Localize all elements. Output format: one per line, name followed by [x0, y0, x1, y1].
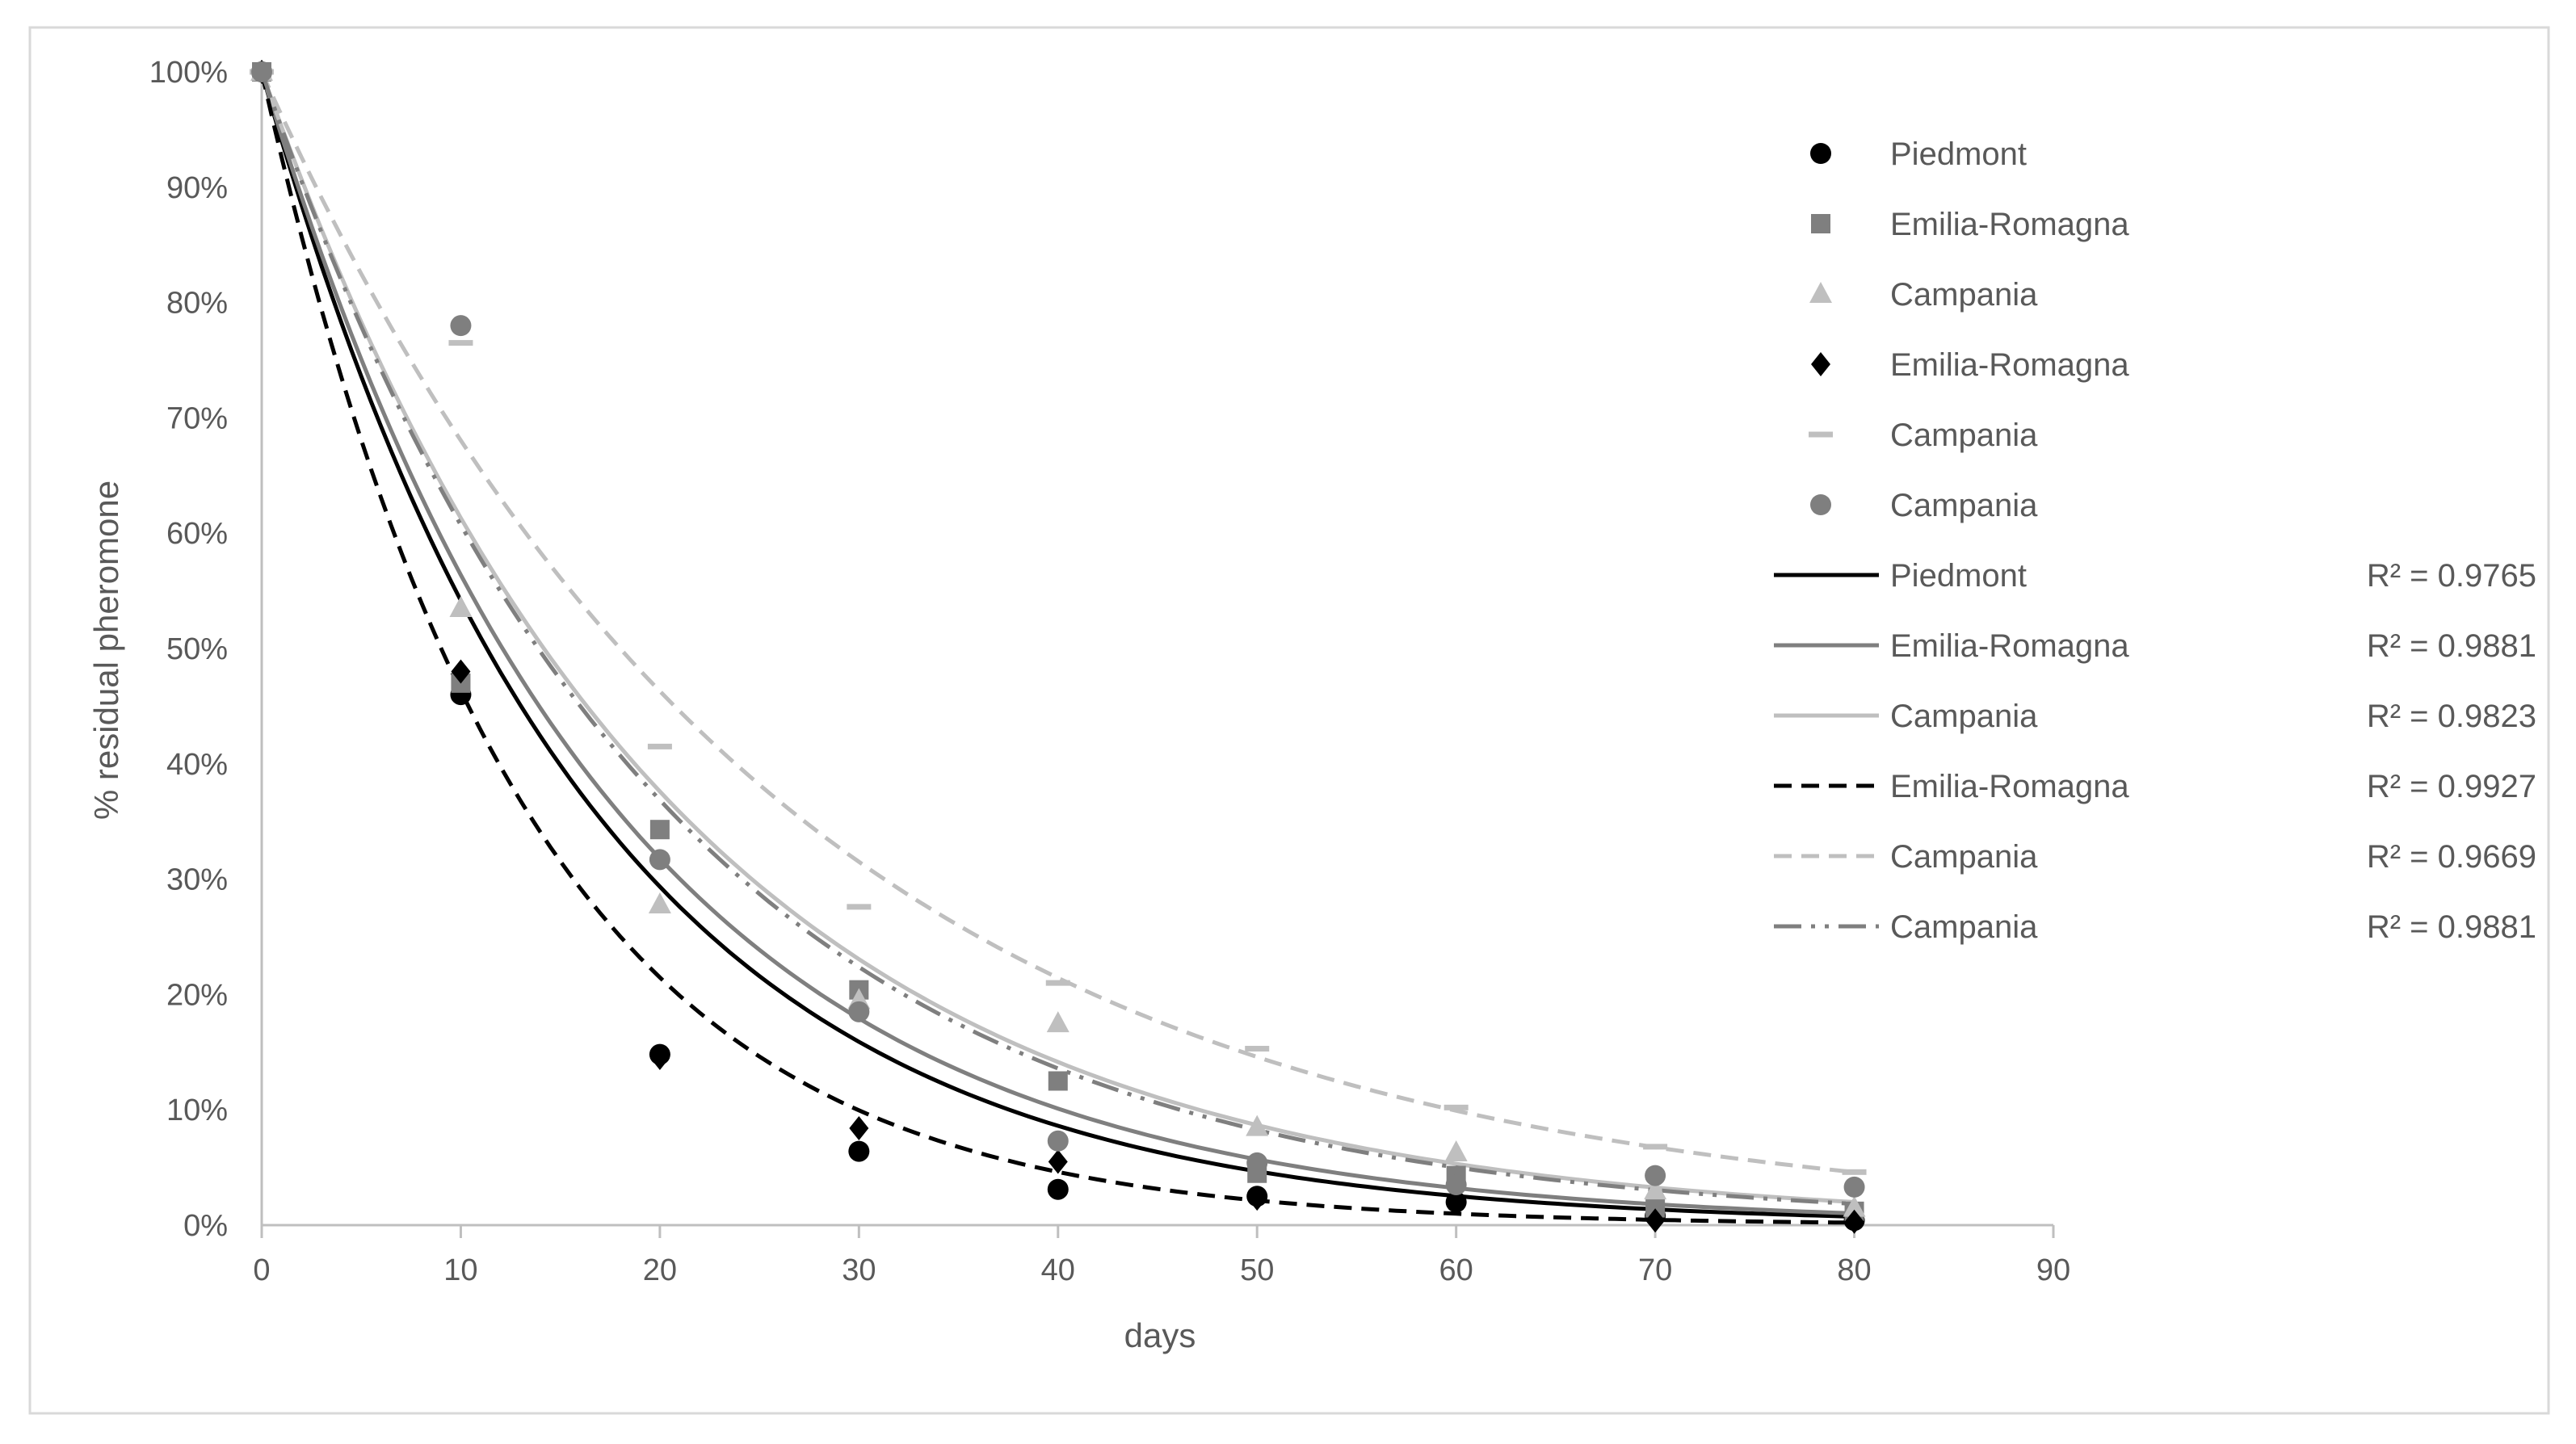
legend-label: Emilia-Romagna	[1890, 628, 2129, 664]
legend-marker-3	[1809, 282, 1832, 303]
data-point	[1844, 1209, 1864, 1234]
trendline-2	[259, 71, 1855, 1215]
r-squared-label: R² = 0.9881	[2367, 628, 2536, 664]
data-point	[1445, 1174, 1467, 1196]
data-point	[1246, 1114, 1269, 1136]
data-point	[1843, 1176, 1865, 1198]
legend-label: Campania	[1890, 839, 2038, 875]
points-layer	[250, 60, 1867, 1234]
data-point	[1047, 1130, 1069, 1152]
x-axis-title: days	[1124, 1316, 1196, 1354]
legend-marker-4	[1811, 352, 1830, 376]
data-point	[251, 61, 272, 82]
data-point	[1643, 1144, 1668, 1150]
legend-label: Piedmont	[1890, 136, 2027, 172]
x-tick-label: 0	[253, 1253, 270, 1287]
r-squared-label: R² = 0.9765	[2367, 558, 2536, 594]
y-tick-label: 10%	[166, 1093, 228, 1127]
data-point	[849, 1116, 869, 1141]
r-squared-label: R² = 0.9881	[2367, 909, 2536, 945]
data-point	[451, 659, 471, 684]
y-tick-label: 80%	[166, 287, 228, 321]
trendline-4	[259, 71, 1855, 1225]
legend-label: Emilia-Romagna	[1890, 347, 2129, 383]
data-point	[1045, 980, 1070, 986]
data-point	[1842, 1169, 1867, 1175]
legend-label: Piedmont	[1890, 558, 2027, 594]
trendline-1	[259, 71, 1855, 1219]
data-point	[1048, 1071, 1068, 1091]
x-tick-label: 90	[2036, 1253, 2070, 1287]
legend: Piedmont Emilia-Romagna Campania Emilia-Rom…	[1774, 136, 2536, 945]
x-tick-label: 50	[1240, 1253, 1274, 1287]
data-point	[448, 340, 473, 346]
x-tick-label: 30	[842, 1253, 876, 1287]
y-tick-label: 30%	[166, 863, 228, 897]
data-point	[450, 315, 472, 337]
data-point	[1246, 1152, 1268, 1173]
data-point	[647, 743, 672, 749]
x-tick-label: 60	[1439, 1253, 1473, 1287]
data-point	[649, 1045, 670, 1070]
trendline-6	[259, 71, 1855, 1207]
data-point	[649, 849, 670, 871]
r-squared-label: R² = 0.9927	[2367, 769, 2536, 804]
y-tick-label: 60%	[166, 517, 228, 551]
r-squared-label: R² = 0.9669	[2367, 839, 2536, 875]
legend-label: Campania	[1890, 488, 2038, 523]
legend-marker-5	[1809, 431, 1833, 438]
y-tick-label: 50%	[166, 632, 228, 666]
data-point	[847, 904, 872, 910]
x-tick-label: 10	[443, 1253, 477, 1287]
legend-label: Emilia-Romagna	[1890, 207, 2129, 242]
r-squared-label: R² = 0.9823	[2367, 699, 2536, 734]
chart-border	[28, 26, 2550, 1415]
data-point	[848, 1140, 870, 1162]
y-tick-label: 90%	[166, 171, 228, 205]
legend-marker-2	[1811, 214, 1830, 233]
data-point	[1645, 1208, 1666, 1233]
y-tick-label: 20%	[166, 978, 228, 1012]
x-tick-label: 20	[643, 1253, 677, 1287]
data-point	[648, 892, 671, 914]
data-point	[1048, 1149, 1068, 1174]
legend-label: Campania	[1890, 909, 2038, 945]
data-point	[848, 1001, 870, 1022]
data-point	[1047, 1178, 1069, 1200]
y-tick-label: 40%	[166, 748, 228, 782]
legend-label: Campania	[1890, 277, 2038, 313]
trendline-3	[259, 71, 1855, 1204]
data-point	[1644, 1178, 1667, 1200]
y-tick-label: 70%	[166, 401, 228, 435]
legend-label: Campania	[1890, 699, 2038, 734]
y-tick-label: 0%	[183, 1209, 228, 1243]
data-point	[1443, 1104, 1469, 1110]
x-tick-label: 40	[1041, 1253, 1075, 1287]
data-point	[1444, 1140, 1468, 1162]
data-point	[1843, 1195, 1866, 1217]
legend-marker-6	[1810, 494, 1831, 515]
axes-layer: 0% 10% 20% 30% 40% 50% 60% 70% 80% 90% 100% 0 10 20 30…	[149, 56, 2070, 1287]
data-point	[449, 596, 473, 618]
x-tick-label: 80	[1837, 1253, 1871, 1287]
trendlines-layer	[259, 70, 1855, 1225]
data-point	[1046, 1011, 1069, 1033]
data-point	[649, 820, 670, 840]
data-point	[1247, 1186, 1267, 1211]
y-axis-title: % residual pheromone	[87, 481, 125, 820]
x-tick-label: 70	[1638, 1253, 1672, 1287]
data-point	[1245, 1046, 1270, 1052]
legend-label: Emilia-Romagna	[1890, 769, 2129, 804]
legend-marker-1	[1810, 143, 1831, 164]
trendline-5	[259, 70, 1855, 1174]
y-tick-label: 100%	[149, 56, 228, 90]
legend-label: Campania	[1890, 418, 2038, 453]
data-point	[1645, 1165, 1666, 1186]
